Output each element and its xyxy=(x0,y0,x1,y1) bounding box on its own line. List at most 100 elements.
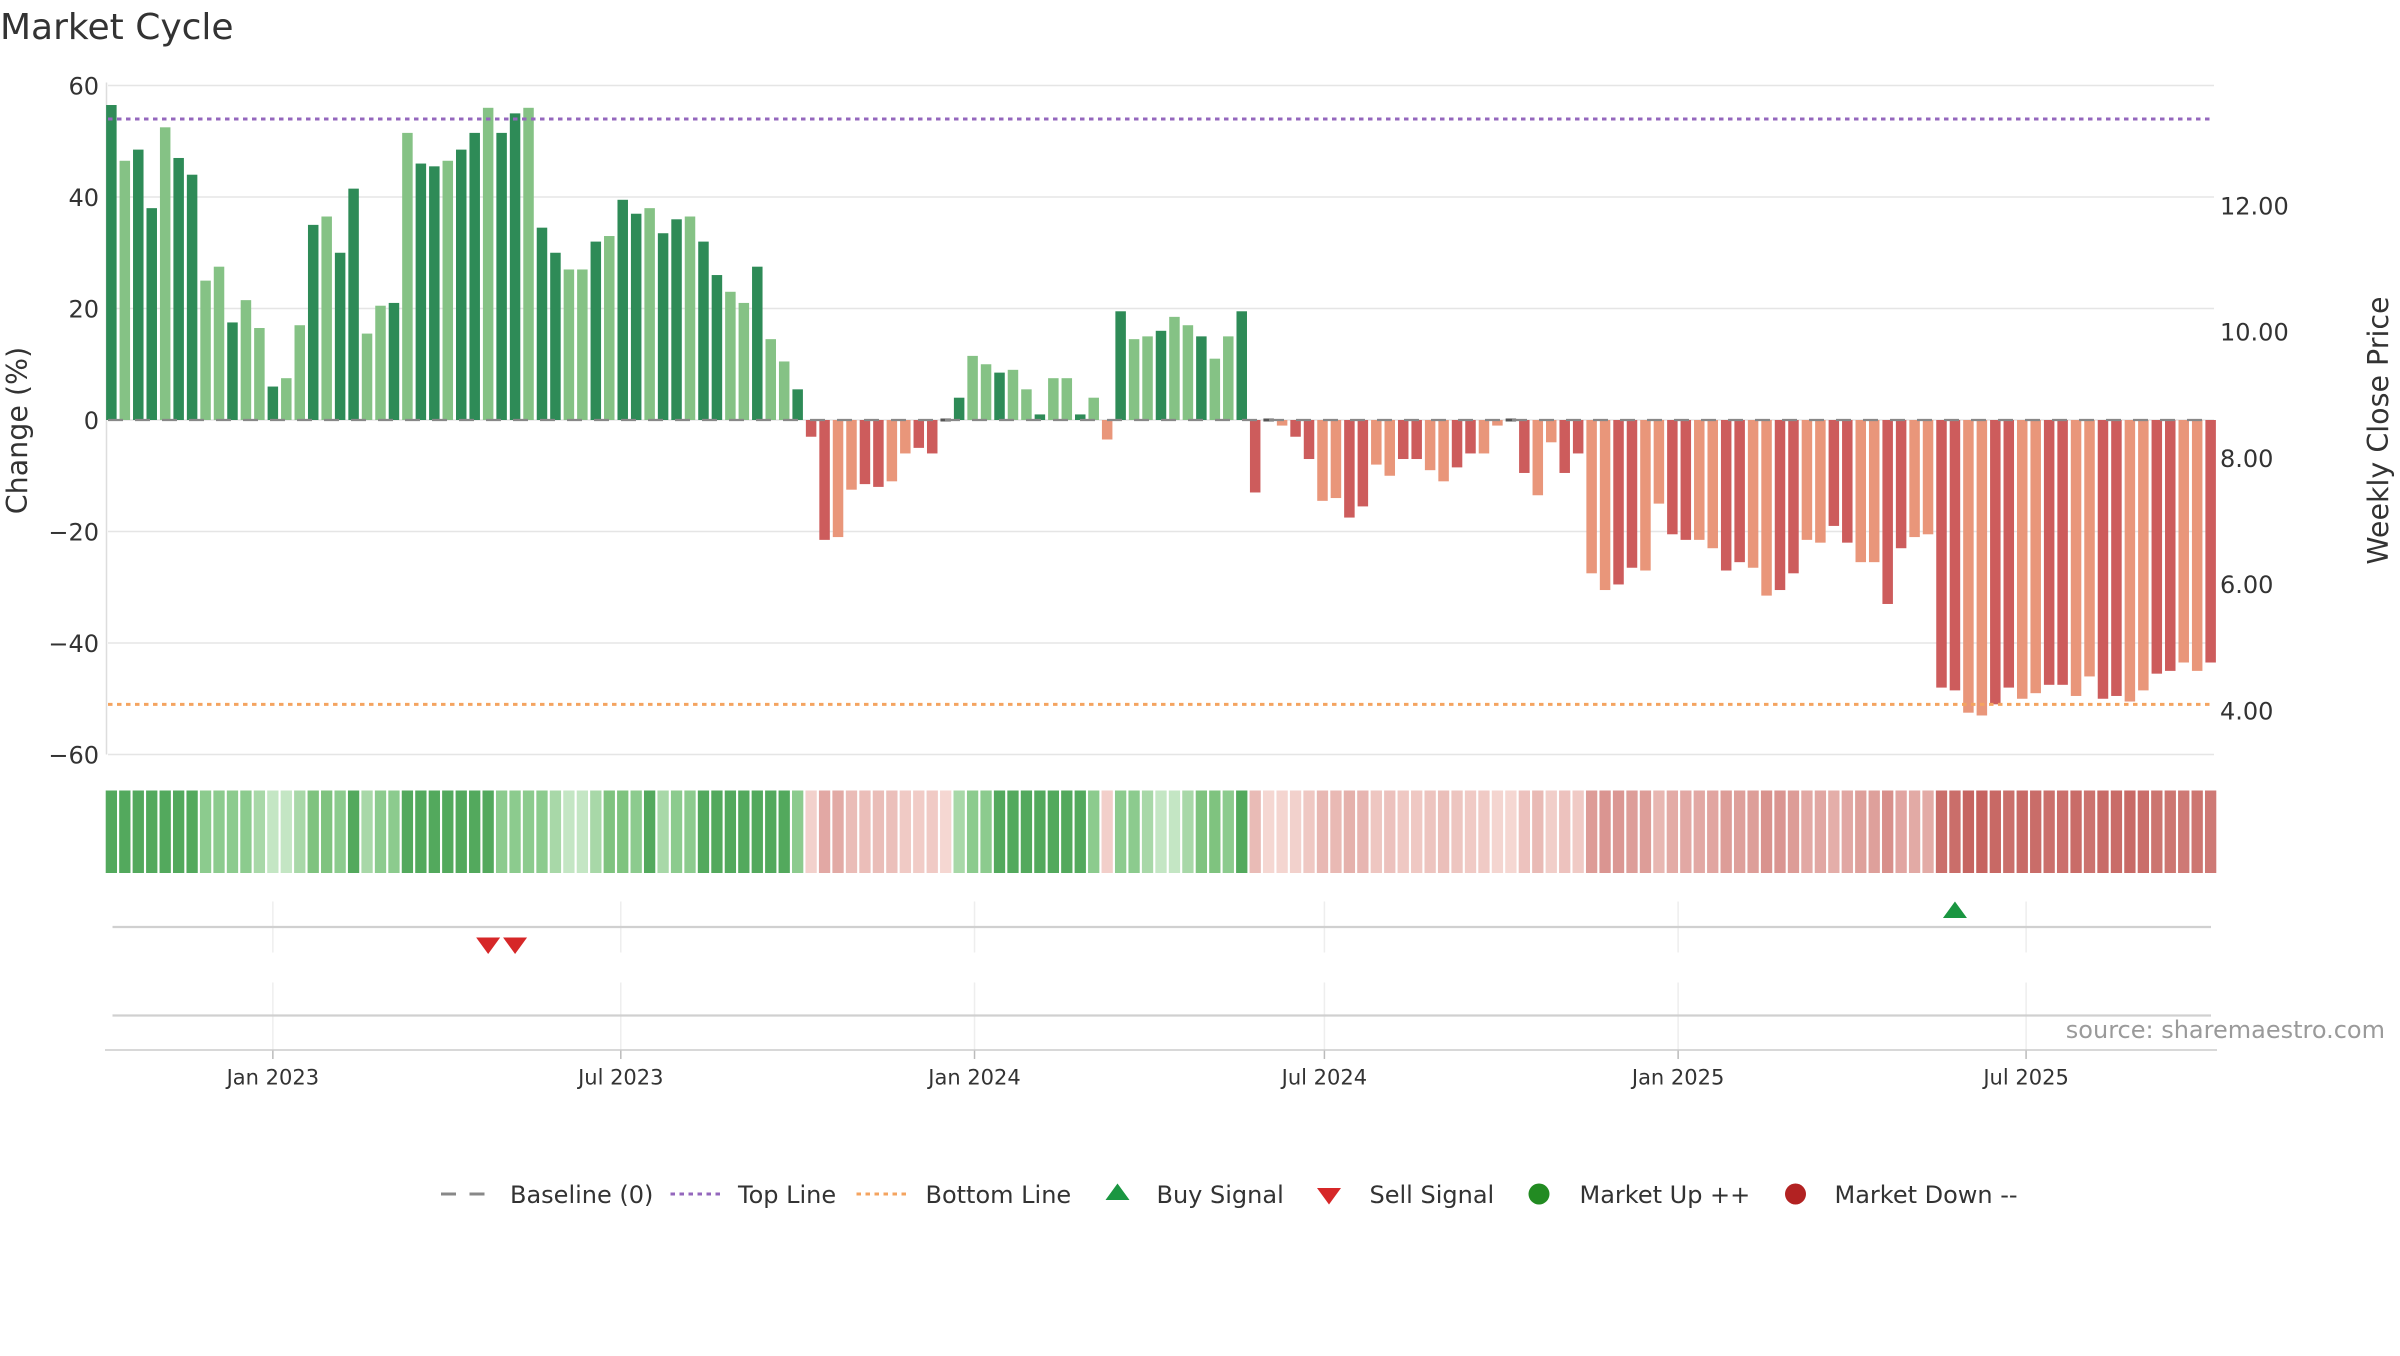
strip-cell xyxy=(1518,790,1530,873)
signal-panel xyxy=(112,901,2211,954)
strip-cell xyxy=(993,790,1006,873)
strip-cell xyxy=(2204,790,2217,873)
bar xyxy=(1155,330,1167,420)
strip-cell xyxy=(1989,790,2001,873)
strip-cell xyxy=(401,790,414,873)
bar xyxy=(2151,420,2163,674)
strip-cell xyxy=(1263,790,1275,873)
bar xyxy=(725,291,736,420)
chart-title: Market Cycle xyxy=(0,6,234,48)
bar xyxy=(805,420,817,437)
strip-cell xyxy=(1357,790,1369,873)
buy-signal-marker xyxy=(1942,901,1967,918)
bar xyxy=(402,132,413,420)
strip-cell xyxy=(1774,790,1786,873)
bar xyxy=(1236,311,1247,420)
bar xyxy=(590,241,602,420)
bar xyxy=(415,163,427,421)
bar xyxy=(2084,420,2095,677)
bar xyxy=(469,132,480,420)
bar xyxy=(1572,420,1584,454)
y-axis-label: Change (%) xyxy=(1,347,34,515)
bar xyxy=(684,216,696,420)
strip-cell xyxy=(603,790,615,873)
strip-cell xyxy=(549,790,562,873)
bar xyxy=(1586,420,1597,574)
y-axis-right: 12.00 10.00 8.00 6.00 4.00 xyxy=(2220,192,2289,725)
strip-cell xyxy=(2124,790,2136,873)
bar xyxy=(1330,420,1342,499)
sell-signal-marker xyxy=(503,937,528,954)
bar xyxy=(1223,336,1234,420)
bar xyxy=(967,355,978,420)
strip-cell xyxy=(361,790,373,873)
bar xyxy=(106,105,117,420)
strip-cell xyxy=(1289,790,1302,873)
y2-axis-label: Weekly Close Price xyxy=(2362,296,2395,564)
legend: Baseline (0) Top Line Bottom Line Buy Signa… xyxy=(441,1181,2018,1209)
bar xyxy=(429,166,440,420)
legend-buy-icon xyxy=(1105,1183,1130,1200)
strip-cell xyxy=(1814,790,1827,873)
strip-cell xyxy=(509,790,521,873)
bar xyxy=(307,224,319,420)
strip-cell xyxy=(1612,790,1625,873)
strip-cell xyxy=(1828,790,1840,873)
bar xyxy=(482,107,494,421)
strip-cell xyxy=(724,790,737,873)
strip-cell xyxy=(1841,790,1853,873)
bar xyxy=(1990,420,2001,705)
strip-cell xyxy=(1626,790,1638,873)
bar xyxy=(1720,420,1732,571)
strip-cell xyxy=(146,790,158,873)
strip-cell xyxy=(1855,790,1867,873)
bar xyxy=(926,420,938,454)
bar xyxy=(1438,420,1449,482)
y-tick-label: −40 xyxy=(48,630,99,658)
strip-cell xyxy=(1760,790,1773,873)
bar-series xyxy=(106,105,2216,716)
strip-cell xyxy=(267,790,279,873)
strip-cell xyxy=(563,790,575,873)
strip-cell xyxy=(1585,790,1598,873)
bar xyxy=(1922,420,1934,535)
strip-cell xyxy=(1397,790,1409,873)
strip-cell xyxy=(684,790,696,873)
strip-cell xyxy=(1316,790,1329,873)
bar xyxy=(765,339,776,420)
strip-cell xyxy=(2003,790,2015,873)
bar xyxy=(2016,420,2028,699)
bar xyxy=(1142,336,1153,420)
bar xyxy=(738,302,750,420)
strip-cell xyxy=(482,790,494,873)
bar xyxy=(1465,420,1476,454)
bar xyxy=(1303,420,1315,460)
bar xyxy=(281,378,292,420)
bar xyxy=(1640,420,1651,571)
strip-cell xyxy=(1720,790,1732,873)
strip-cell xyxy=(617,790,629,873)
bar xyxy=(1344,420,1355,518)
bar xyxy=(1747,420,1759,568)
strip-cell xyxy=(1303,790,1315,873)
strip-cell xyxy=(1639,790,1652,873)
legend-label: Buy Signal xyxy=(1157,1181,1284,1209)
bar xyxy=(1801,420,1813,540)
bar xyxy=(119,160,131,420)
bar xyxy=(509,113,521,420)
bar xyxy=(361,333,373,420)
bar xyxy=(671,219,682,420)
strip-cell xyxy=(1747,790,1759,873)
bar xyxy=(630,213,642,420)
bar xyxy=(523,107,534,421)
strip-cell xyxy=(1976,790,1988,873)
strip-cell xyxy=(2070,790,2082,873)
bar xyxy=(1101,420,1113,440)
strip-cell xyxy=(980,790,992,873)
bar xyxy=(240,300,252,420)
bar xyxy=(1976,420,1988,716)
strip-cell xyxy=(1384,790,1396,873)
bar xyxy=(496,132,507,420)
bar xyxy=(1115,311,1126,420)
strip-cell xyxy=(1478,790,1490,873)
